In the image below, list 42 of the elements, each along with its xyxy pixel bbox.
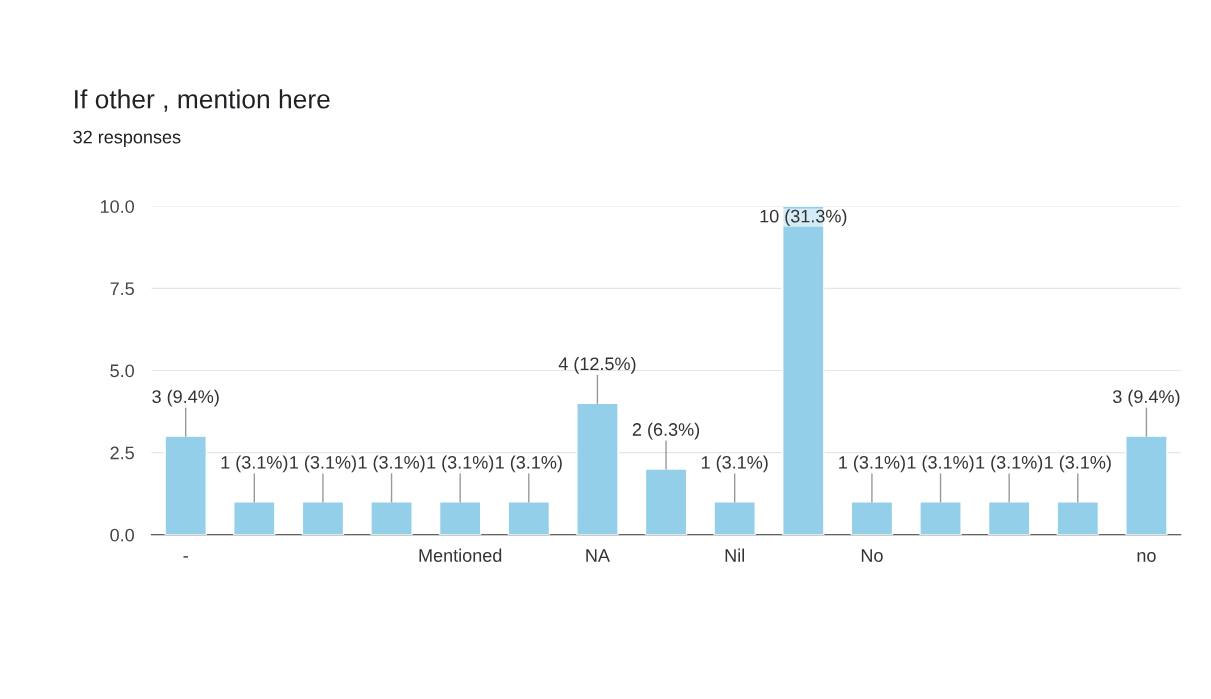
x-tick-label: - <box>183 556 188 558</box>
bar <box>644 468 688 535</box>
bar <box>233 501 276 535</box>
x-tick-label: No <box>861 549 883 562</box>
chart-title: If other , mention here <box>75 89 330 112</box>
data-label: 1 (3.1%) <box>1045 455 1111 473</box>
data-label: 1 (3.1%) <box>358 455 425 473</box>
bar <box>301 501 345 535</box>
bar <box>919 501 962 535</box>
y-tick-label: 0.0 <box>110 528 134 542</box>
bar <box>370 501 413 535</box>
data-label: 1 (3.1%) <box>907 455 974 473</box>
data-label: 3 (9.4%) <box>152 389 219 407</box>
y-tick-label: 7.5 <box>110 282 134 296</box>
y-tick-label: 2.5 <box>110 446 134 460</box>
data-label: 1 (3.1%) <box>701 455 768 473</box>
data-label: 2 (6.3%) <box>632 422 700 440</box>
x-tick-label: no <box>1137 551 1156 562</box>
x-tick-label: Mentioned <box>419 548 502 562</box>
bar <box>507 501 551 535</box>
bar <box>164 435 207 535</box>
x-tick-label: Nil <box>725 548 744 562</box>
data-label: 1 (3.1%) <box>496 455 562 473</box>
data-label: 10 (31.3%) <box>760 209 847 227</box>
bar <box>850 501 894 535</box>
y-tick-label: 5.0 <box>110 364 134 378</box>
data-label: 1 (3.1%) <box>290 455 356 473</box>
x-tick-label: NA <box>586 549 610 562</box>
data-label: 1 (3.1%) <box>976 455 1043 473</box>
bar <box>576 402 619 535</box>
bar <box>713 501 756 535</box>
data-label: 1 (3.1%) <box>221 455 288 473</box>
y-tick-label: 10.0 <box>100 200 135 213</box>
bar <box>1056 501 1100 535</box>
bar <box>987 501 1031 535</box>
bar <box>438 501 482 535</box>
bar <box>1125 435 1168 535</box>
chart-subtitle: 32 responses <box>73 130 181 148</box>
data-label: 4 (12.5%) <box>558 356 636 374</box>
data-label: 1 (3.1%) <box>839 455 905 473</box>
data-label: 1 (3.1%) <box>427 455 494 473</box>
data-label: 3 (9.4%) <box>1112 389 1180 407</box>
